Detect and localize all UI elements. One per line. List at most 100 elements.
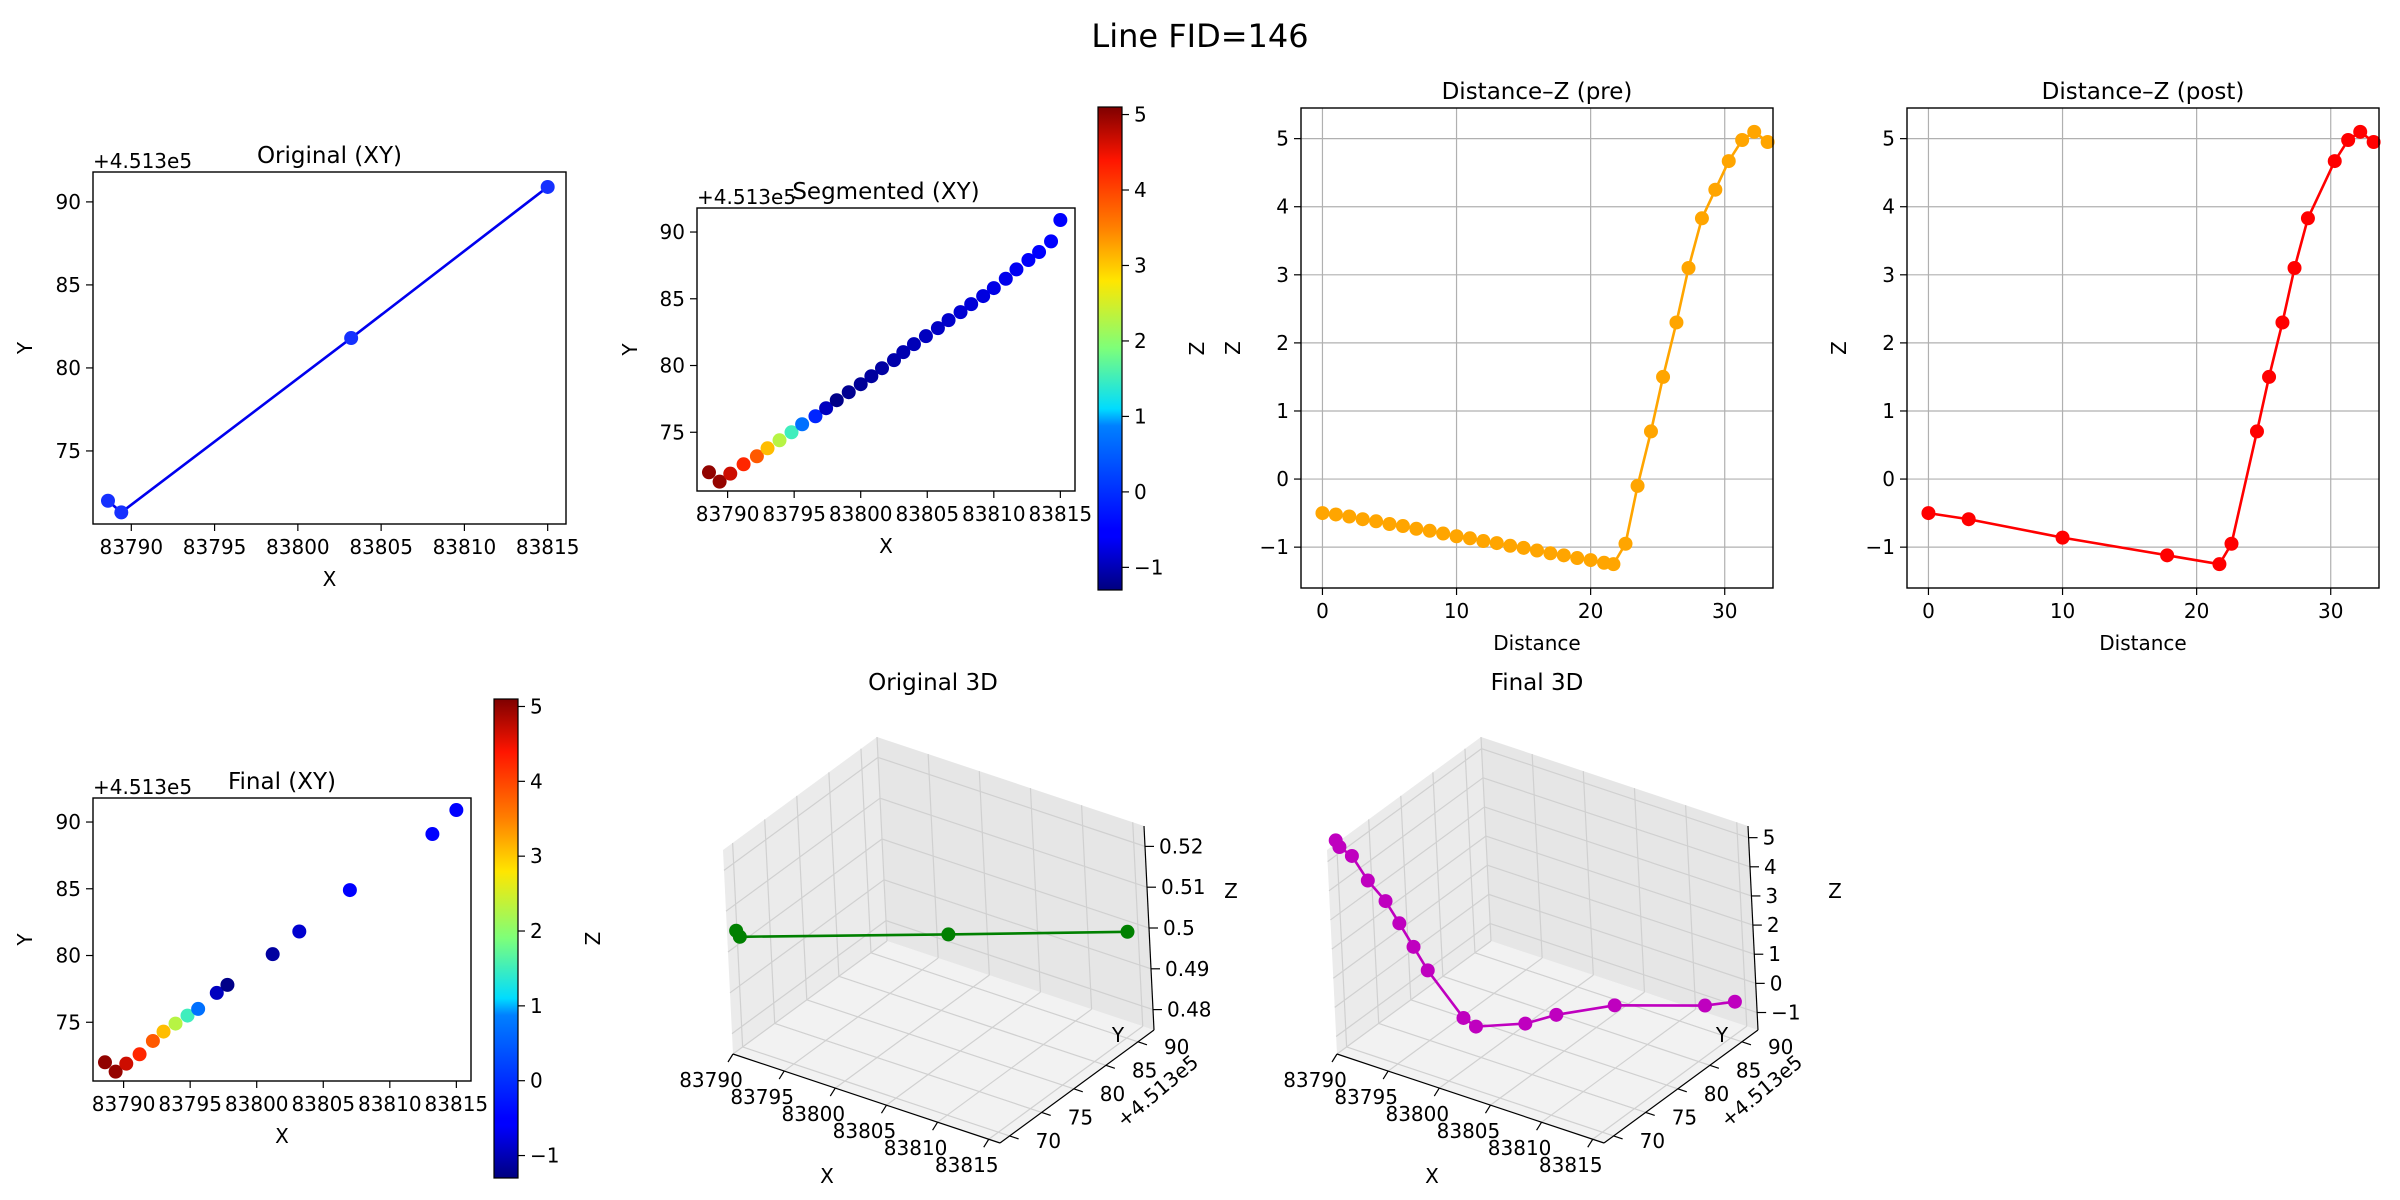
seg_xy-point [953,305,968,320]
final_xy-xtick-label: 83805 [291,1092,355,1116]
final_xy-ylabel: Y [13,933,37,947]
dz_post-point [2275,315,2290,330]
final_xy-point [119,1056,134,1071]
final_3d-grid-z [1331,835,1487,950]
final_xy-point [191,1001,206,1016]
final_3d-ztick-label: −1 [1771,1001,1800,1025]
final_3d-grid-z [1489,922,1758,1014]
final_3d-point [1420,963,1435,978]
final_3d-grid-z [1488,893,1756,984]
orig_3d-ylabel: Y [1111,1023,1125,1047]
final_xy-ytick-label: 90 [56,810,81,834]
final_xy-title: Final (XY) [228,769,336,795]
final_3d-grid-x [1582,771,1594,976]
final_3d-point [1518,1016,1533,1031]
seg_xy-point [864,369,879,384]
seg_xy-point [886,353,901,368]
dz_post-xtick-label: 20 [2184,599,2209,623]
seg_xy-xtick-label: 83810 [962,502,1026,526]
final_xy-point [180,1008,195,1023]
seg_xy-xtick-label: 83795 [762,502,826,526]
orig_3d-grid-x [886,991,1041,1106]
final_3d-x-axis [1336,1053,1605,1144]
final_xy-point [145,1033,160,1048]
orig_3d-grid-x [937,1008,1092,1123]
final_xy-ytick-label: 75 [56,1010,81,1034]
orig_xy-xtick-label: 83790 [99,535,163,559]
orig_3d-ytick [1073,1088,1083,1093]
cb_final-tick-label: 2 [530,919,543,943]
final_3d-xtick [1484,1104,1491,1114]
final_3d-ytick-label: 85 [1736,1058,1761,1082]
orig_3d-grid-x [834,974,990,1089]
seg_xy-point [808,409,823,424]
dz_pre-point [1476,534,1491,549]
final_3d-pane-back [1481,737,1758,1030]
dz_post-title: Distance–Z (post) [2042,79,2245,105]
orig_xy-point [344,331,359,346]
orig_3d-ztick-label: 0.49 [1165,957,1210,981]
seg_xy-point [723,466,738,481]
dz_pre-ytick-label: 4 [1276,195,1289,219]
final_xy-point [265,947,280,962]
seg_xy-point [906,337,921,352]
final_3d-ytick-label: 80 [1704,1082,1729,1106]
dz_pre-ytick-label: 3 [1276,263,1289,287]
orig_3d-grid-z [731,920,887,1035]
dz_pre-point [1694,211,1709,226]
seg_xy-offset-label: +4.513e5 [697,185,796,209]
final_3d-xtick-label: 83815 [1539,1153,1603,1177]
orig_3d-xtick-label: 83795 [730,1085,794,1109]
seg_xy-point [918,329,933,344]
orig_xy-xtick-label: 83800 [266,535,330,559]
dz_pre-point [1369,514,1384,529]
orig_3d-grid-y [838,975,1107,1066]
seg_xy-point [1044,234,1059,249]
dz_post-ytick-label: 5 [1882,127,1895,151]
dz_pre-point [1328,507,1343,522]
dz_pre-point [1656,369,1671,384]
cb_final-gradient [493,698,519,1179]
final_xy-point [425,827,440,842]
dz_post-ytick-label: −1 [1866,535,1895,559]
final_xy-point [132,1047,147,1062]
final_xy-xlabel: X [275,1124,289,1148]
orig_xy-ytick-label: 85 [56,273,81,297]
dz_post-point [2055,530,2070,545]
dz_post-ytick-label: 3 [1882,263,1895,287]
final_xy-xtick-label: 83800 [225,1092,289,1116]
dz_post-point [2262,369,2277,384]
final_3d-grid-y [1336,842,1348,1047]
dz_post-axes: 0 10 20 30 −1 0 1 2 3 4 5 Distance–Z (post) Distance… [1827,79,2381,655]
seg_xy-xtick-label: 83805 [895,502,959,526]
final_3d-grid-y [1464,748,1476,953]
dz_post-frame [1906,107,2380,589]
dz_pre-ytick-label: 5 [1276,127,1289,151]
final_3d-grid-x [1592,1025,1748,1140]
dz_pre-point [1530,543,1544,558]
orig_xy-point [114,505,129,520]
dz_pre-point [1449,529,1464,544]
dz_pre-point [1342,509,1357,524]
dz_pre-point [1355,512,1370,527]
final_3d-ytick [1645,1111,1655,1116]
final_xy-point [292,924,307,939]
dz_pre-axes: 0 10 20 30 −1 0 1 2 3 4 5 Distance–Z (pre) Distance Z [1221,79,1775,655]
final_3d-grid-z [1335,923,1491,1037]
final_xy-ytick-label: 85 [56,877,81,901]
orig_3d-point [732,929,747,944]
cb_seg-label: Z [1185,342,1209,356]
final_3d-xtick [1536,1121,1543,1131]
orig_xy-point [100,493,115,508]
cb_seg-tick-label: −1 [1134,555,1163,579]
final_3d-grid-x [1480,736,1492,942]
final_3d-point [1549,1007,1564,1022]
seg_xy-xtick-label: 83815 [1029,502,1093,526]
final_3d-grid-x [1438,974,1594,1089]
orig_3d-grid-z [723,756,879,871]
orig_3d-grid-x [732,940,888,1055]
orig_3d-xtick-label: 83805 [833,1119,897,1143]
dz_pre-title: Distance–Z (pre) [1442,79,1633,105]
final_3d-ztick-label: 2 [1767,913,1780,937]
cb_final-tick-label: 3 [530,844,543,868]
